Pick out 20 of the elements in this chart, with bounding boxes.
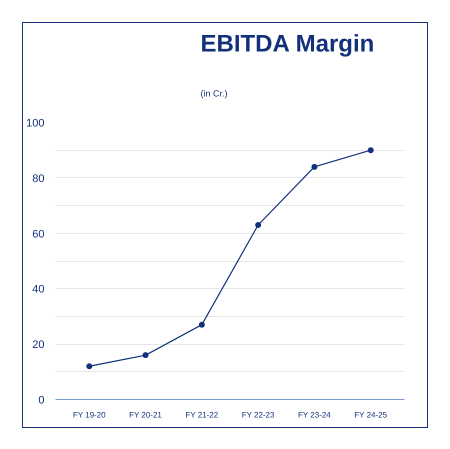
x-tick-label: FY 22-23 xyxy=(242,410,276,420)
x-tick-label: FY 20-21 xyxy=(129,410,162,420)
point xyxy=(255,222,262,228)
point xyxy=(368,147,374,154)
y-tick-label: 0 xyxy=(38,394,45,406)
x-tick-label: FY 19-20 xyxy=(72,410,106,420)
point xyxy=(311,164,318,170)
point xyxy=(142,352,149,358)
y-tick-label: 60 xyxy=(32,228,45,240)
y-tick-label: 100 xyxy=(26,118,45,130)
point xyxy=(86,363,92,370)
x-tick-label: FY 21-22 xyxy=(185,410,219,420)
chart-subtitle: (in Cr.) xyxy=(200,88,228,98)
y-tick-label: 20 xyxy=(32,339,45,352)
x-tick-label: FY 23-24 xyxy=(298,410,332,420)
chart-title: EBITDA Margin xyxy=(200,30,374,58)
x-tick-label: FY 24-25 xyxy=(354,410,388,420)
y-tick-label: 80 xyxy=(32,172,45,185)
point xyxy=(198,322,205,328)
y-tick-label: 40 xyxy=(32,284,45,296)
